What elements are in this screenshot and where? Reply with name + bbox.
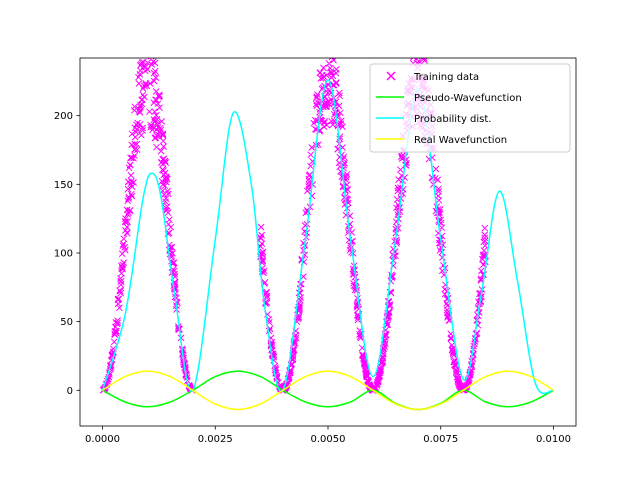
y-axis-ticks: 0 50 100 150 200 xyxy=(54,111,80,397)
series-line-probability-dist xyxy=(101,79,554,395)
y-tick-label: 100 xyxy=(54,248,73,259)
legend-label-training-data: Training data xyxy=(413,72,479,83)
x-tick-label: 0.0025 xyxy=(198,434,233,445)
x-axis-ticks: 0.0000 0.0025 0.0050 0.0075 0.0100 xyxy=(85,426,571,445)
legend-marker-training-data xyxy=(386,71,396,81)
y-tick-label: 150 xyxy=(54,180,73,191)
x-tick-label: 0.0100 xyxy=(536,434,571,445)
x-tick-label: 0.0050 xyxy=(311,434,346,445)
y-tick-label: 0 xyxy=(67,386,73,397)
y-tick-label: 200 xyxy=(54,111,73,122)
legend: Training data Pseudo-Wavefunction Probabil… xyxy=(369,63,571,153)
y-tick-label: 50 xyxy=(60,317,73,328)
legend-box xyxy=(369,63,571,153)
legend-label-pseudo-wavefunction: Pseudo-Wavefunction xyxy=(414,93,522,104)
series-line-real-wavefunction xyxy=(102,370,554,411)
x-tick-label: 0.0075 xyxy=(423,434,458,445)
series-line-pseudo-wavefunction xyxy=(102,370,554,411)
x-tick-label: 0.0000 xyxy=(85,434,120,445)
legend-label-real-wavefunction: Real Wavefunction xyxy=(414,135,507,146)
legend-label-probability-dist: Probability dist. xyxy=(414,114,491,125)
